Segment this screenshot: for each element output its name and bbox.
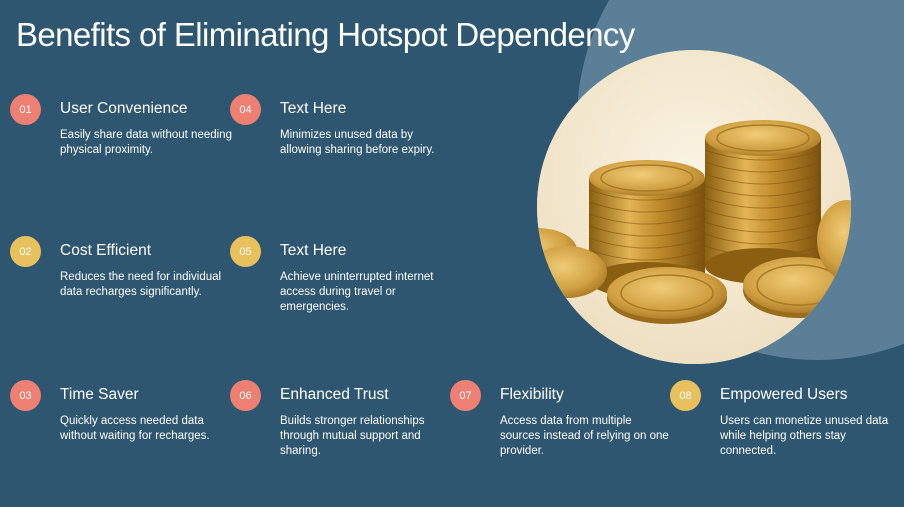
benefit-description: Users can monetize unused data while hel…	[720, 415, 889, 457]
benefit-title: Time Saver	[60, 386, 139, 403]
benefit-description: Quickly access needed data without waiti…	[60, 415, 210, 442]
number-badge: 07	[450, 380, 481, 411]
gold-coins-image	[537, 50, 851, 364]
benefit-description: Achieve uninterrupted internet access du…	[280, 271, 434, 313]
benefit-description: Reduces the need for individual data rec…	[60, 271, 222, 298]
number-badge: 05	[230, 236, 261, 267]
benefit-title: Text Here	[280, 100, 347, 117]
benefit-description: Easily share data without needing physic…	[60, 129, 232, 156]
benefit-title: Cost Efficient	[60, 242, 152, 259]
benefit-description: Access data from multiple sources instea…	[500, 415, 669, 457]
number-badge: 08	[670, 380, 701, 411]
number-badge: 01	[10, 94, 41, 125]
number-badge: 06	[230, 380, 261, 411]
benefit-title: Text Here	[280, 242, 347, 259]
benefit-title: Enhanced Trust	[280, 386, 389, 403]
benefit-description: Builds stronger relationships through mu…	[280, 415, 425, 457]
number-badge: 04	[230, 94, 261, 125]
number-badge: 02	[10, 236, 41, 267]
benefit-description: Minimizes unused data by allowing sharin…	[280, 129, 435, 156]
benefit-title: User Convenience	[60, 100, 188, 117]
number-badge: 03	[10, 380, 41, 411]
page-title: Benefits of Eliminating Hotspot Dependen…	[16, 16, 635, 53]
benefit-title: Flexibility	[500, 386, 564, 403]
benefit-title: Empowered Users	[720, 386, 848, 403]
